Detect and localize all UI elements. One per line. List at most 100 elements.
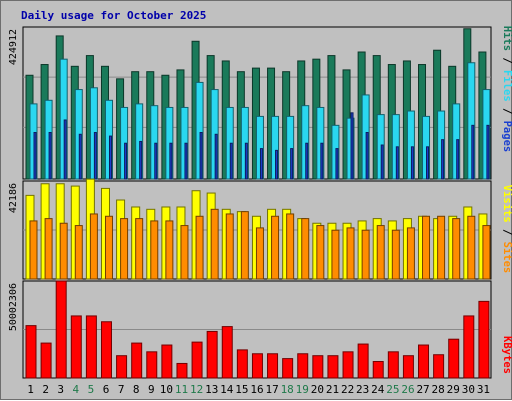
pages-bar bbox=[275, 149, 279, 180]
kbytes-bar bbox=[85, 315, 97, 379]
legend-visits-sites-part: Visits bbox=[501, 185, 512, 223]
legend-kbytes: KBytes bbox=[501, 336, 512, 374]
sites-bar bbox=[376, 225, 385, 280]
x-tick-label: 27 bbox=[416, 383, 429, 396]
kbytes-bar bbox=[131, 342, 143, 379]
pages-bar bbox=[305, 142, 309, 180]
sites-bar bbox=[452, 218, 461, 280]
kbytes-bar bbox=[327, 355, 339, 379]
x-tick-label: 25 bbox=[386, 383, 399, 396]
legend-hits-files-pages: Hits / Files / Pages bbox=[501, 26, 512, 152]
pages-bar bbox=[486, 124, 490, 180]
x-tick-label: 21 bbox=[326, 383, 339, 396]
x-tick-label: 8 bbox=[133, 383, 140, 396]
legend-hits-files-pages-part: Hits bbox=[501, 26, 512, 51]
x-tick-label: 9 bbox=[148, 383, 155, 396]
kbytes-bar bbox=[463, 315, 475, 379]
x-tick-label: 7 bbox=[118, 383, 125, 396]
pages-bar bbox=[320, 142, 324, 180]
pages-bar bbox=[108, 135, 112, 180]
x-tick-label: 12 bbox=[190, 383, 203, 396]
pages-bar bbox=[441, 139, 445, 180]
x-tick-label: 31 bbox=[477, 383, 490, 396]
x-tick-label: 5 bbox=[88, 383, 95, 396]
pages-bar bbox=[365, 131, 369, 180]
kbytes-bar bbox=[25, 325, 37, 379]
kbytes-bar bbox=[418, 344, 430, 379]
pages-bar bbox=[380, 144, 384, 180]
pages-bar bbox=[63, 119, 67, 180]
y-max-label: 424912 bbox=[8, 29, 19, 65]
kbytes-bar bbox=[267, 353, 279, 379]
sites-bar bbox=[331, 229, 340, 280]
sites-bar bbox=[301, 218, 310, 280]
legend-visits-sites-part: Sites bbox=[501, 242, 512, 274]
kbytes-bar bbox=[55, 280, 67, 379]
kbytes-bar bbox=[342, 351, 354, 379]
legend-hits-files-pages-part: / bbox=[501, 51, 512, 70]
pages-bar bbox=[33, 131, 37, 180]
pages-bar bbox=[350, 112, 354, 180]
pages-bar bbox=[426, 146, 430, 180]
sites-bar bbox=[361, 229, 370, 280]
sites-bar bbox=[467, 215, 476, 280]
pages-bar bbox=[184, 142, 188, 180]
kbytes-bar bbox=[236, 349, 248, 379]
pages-bar bbox=[229, 142, 233, 180]
kbytes-bar bbox=[70, 315, 82, 379]
kbytes-bar bbox=[191, 341, 203, 379]
pages-bar bbox=[78, 133, 82, 180]
y-max-label: 42186 bbox=[8, 183, 19, 213]
x-tick-label: 26 bbox=[401, 383, 414, 396]
sites-bar bbox=[210, 208, 219, 280]
kbytes-bar bbox=[146, 351, 158, 379]
sites-bar bbox=[165, 220, 174, 280]
legend-kbytes-part: KBytes bbox=[501, 336, 512, 374]
pages-bar bbox=[199, 131, 203, 180]
sites-bar bbox=[29, 220, 38, 280]
sites-bar bbox=[316, 225, 325, 280]
x-tick-label: 16 bbox=[250, 383, 263, 396]
x-tick-label: 13 bbox=[205, 383, 218, 396]
kbytes-bar bbox=[448, 338, 460, 379]
sites-bar bbox=[286, 213, 295, 280]
x-tick-label: 15 bbox=[235, 383, 248, 396]
sites-bar bbox=[240, 211, 249, 280]
kbytes-bar bbox=[387, 351, 399, 379]
legend-hits-files-pages-part: Files bbox=[501, 70, 512, 102]
sites-bar bbox=[180, 225, 189, 280]
pages-bar bbox=[395, 146, 399, 180]
kbytes-bar bbox=[100, 321, 112, 379]
sites-bar bbox=[195, 215, 204, 280]
sites-bar bbox=[74, 225, 83, 280]
x-tick-label: 29 bbox=[447, 383, 460, 396]
pages-bar bbox=[154, 142, 158, 180]
x-tick-label: 23 bbox=[356, 383, 369, 396]
kbytes-bar bbox=[433, 354, 445, 379]
legend-hits-files-pages-part: / bbox=[501, 102, 512, 121]
pages-bar bbox=[214, 133, 218, 180]
sites-bar bbox=[104, 215, 113, 280]
pages-bar bbox=[335, 148, 339, 180]
kbytes-bar bbox=[372, 361, 384, 379]
sites-bar bbox=[89, 213, 98, 280]
x-tick-label: 1 bbox=[27, 383, 34, 396]
pages-bar bbox=[124, 142, 128, 180]
x-tick-label: 24 bbox=[371, 383, 385, 396]
x-tick-label: 14 bbox=[220, 383, 234, 396]
pages-bar bbox=[456, 139, 460, 180]
kbytes-bar bbox=[206, 330, 218, 379]
legend-visits-sites-part: / bbox=[501, 223, 512, 242]
pages-bar bbox=[169, 142, 173, 180]
pages-bar bbox=[290, 148, 294, 180]
x-tick-label: 11 bbox=[175, 383, 188, 396]
sites-bar bbox=[44, 218, 53, 280]
kbytes-bar bbox=[478, 300, 490, 379]
x-tick-label: 20 bbox=[311, 383, 324, 396]
sites-bar bbox=[437, 215, 446, 280]
kbytes-bar bbox=[161, 344, 173, 379]
sites-bar bbox=[422, 215, 431, 280]
x-tick-label: 2 bbox=[42, 383, 49, 396]
x-tick-label: 22 bbox=[341, 383, 354, 396]
